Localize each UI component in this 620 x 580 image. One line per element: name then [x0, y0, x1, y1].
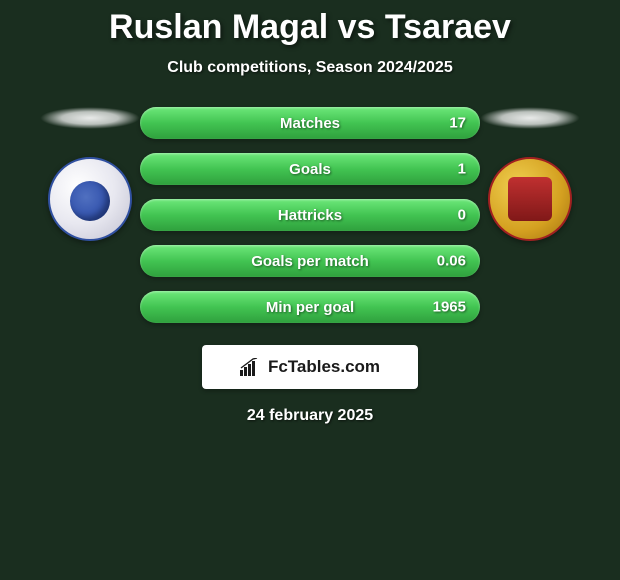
shadow-ellipse-right	[480, 107, 580, 129]
subtitle: Club competitions, Season 2024/2025	[0, 59, 620, 77]
shadow-ellipse-left	[40, 107, 140, 129]
stats-column: Matches 17 Goals 1 Hattricks 0 Goals per…	[140, 107, 480, 323]
right-player-column	[480, 107, 580, 241]
stat-right-value: 1	[458, 161, 466, 178]
bar-chart-icon	[240, 358, 262, 376]
stat-label: Matches	[280, 115, 340, 132]
stats-container: Matches 17 Goals 1 Hattricks 0 Goals per…	[0, 107, 620, 323]
stat-right-value: 17	[449, 115, 466, 132]
stat-right-value: 0	[458, 207, 466, 224]
stat-right-value: 0.06	[437, 253, 466, 270]
club-badge-right	[488, 157, 572, 241]
stat-label: Goals	[289, 161, 331, 178]
stat-row-hattricks: Hattricks 0	[140, 199, 480, 231]
stat-right-value: 1965	[433, 299, 466, 316]
club-badge-left	[48, 157, 132, 241]
date-line: 24 february 2025	[0, 407, 620, 425]
left-player-column	[40, 107, 140, 241]
stat-label: Hattricks	[278, 207, 342, 224]
stat-label: Goals per match	[251, 253, 369, 270]
page-title: Ruslan Magal vs Tsaraev	[0, 0, 620, 47]
stat-row-goals-per-match: Goals per match 0.06	[140, 245, 480, 277]
stat-row-matches: Matches 17	[140, 107, 480, 139]
stat-row-min-per-goal: Min per goal 1965	[140, 291, 480, 323]
brand-text: FcTables.com	[268, 357, 380, 377]
stat-row-goals: Goals 1	[140, 153, 480, 185]
brand-box: FcTables.com	[202, 345, 418, 389]
stat-label: Min per goal	[266, 299, 354, 316]
